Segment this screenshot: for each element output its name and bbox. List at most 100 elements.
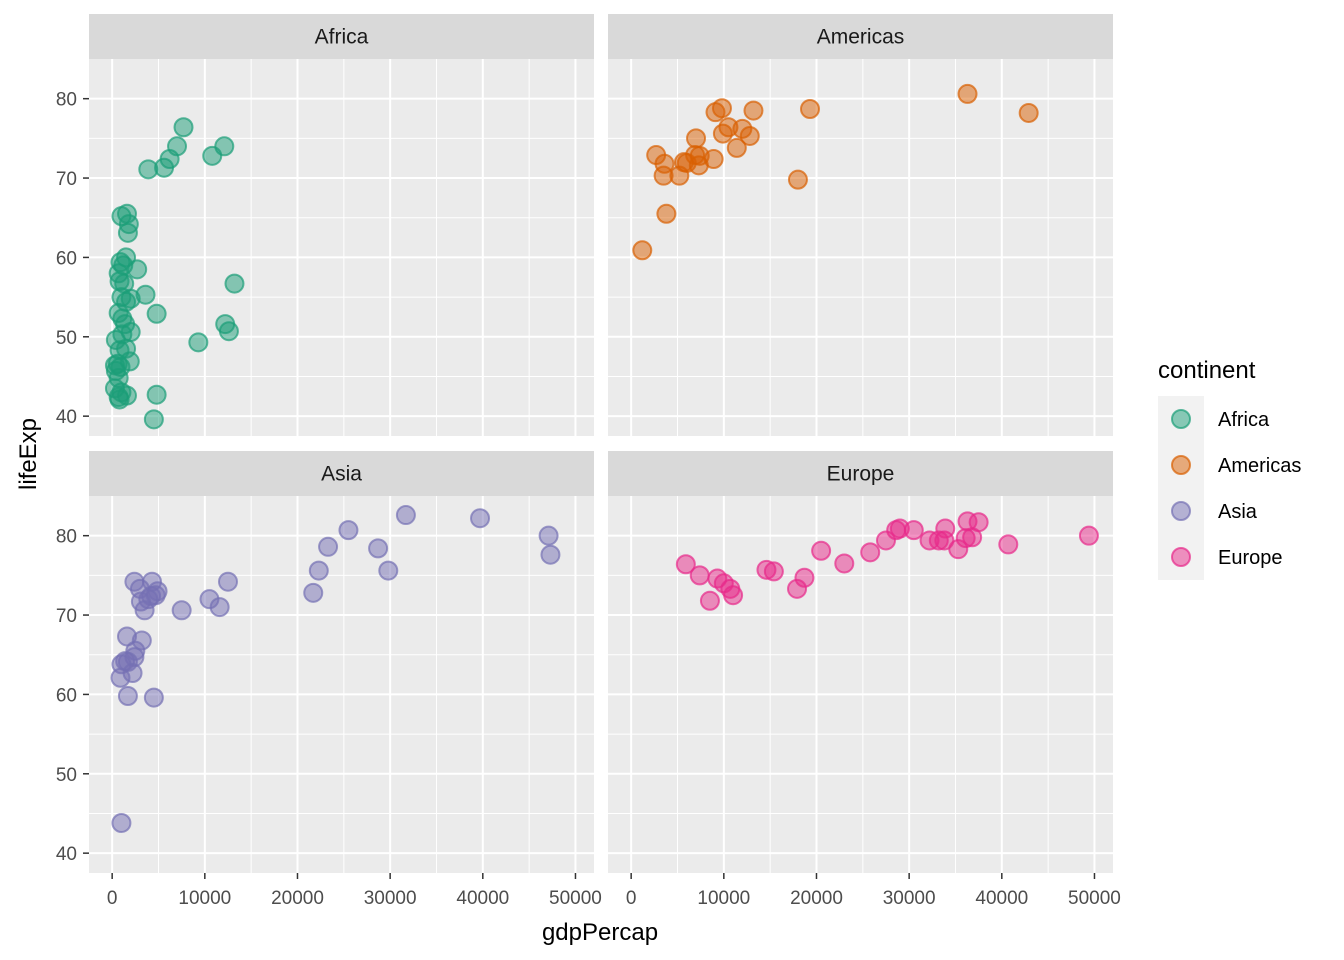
- data-point-asia: [470, 508, 491, 529]
- x-tick-label: 0: [107, 888, 118, 909]
- x-tick-label: 30000: [364, 888, 417, 909]
- data-point-americas: [688, 155, 709, 176]
- x-tick-label: 10000: [697, 888, 750, 909]
- data-point-americas: [787, 169, 808, 190]
- facet-strip-asia: [89, 451, 594, 496]
- data-point-europe: [998, 534, 1019, 555]
- facet-panel-europe: Europe: [608, 451, 1113, 873]
- facet-strip-americas: [608, 14, 1113, 59]
- y-tick-label: 50: [56, 765, 77, 786]
- data-point-africa: [109, 389, 130, 410]
- data-point-europe: [723, 585, 744, 606]
- data-point-asia: [171, 600, 192, 621]
- y-tick-label: 70: [56, 169, 77, 190]
- data-point-asia: [134, 600, 155, 621]
- data-point-africa: [138, 159, 159, 180]
- data-point-europe: [834, 553, 855, 574]
- data-point-europe: [689, 565, 710, 586]
- facet-panel-africa: Africa: [89, 14, 594, 436]
- facet-strip-europe: [608, 451, 1113, 496]
- x-tick-label: 20000: [790, 888, 843, 909]
- panel-background: [89, 59, 594, 436]
- data-point-asia: [111, 812, 132, 833]
- data-point-asia: [318, 536, 339, 557]
- x-tick-label: 0: [626, 888, 637, 909]
- y-tick-label: 40: [56, 844, 77, 865]
- data-point-asia: [143, 687, 164, 708]
- x-tick-label: 50000: [549, 888, 602, 909]
- data-point-asia: [110, 667, 131, 688]
- data-point-africa: [127, 259, 148, 280]
- data-point-africa: [173, 117, 194, 138]
- x-tick-label: 40000: [975, 888, 1028, 909]
- data-point-americas: [800, 99, 820, 120]
- data-point-africa: [146, 384, 167, 405]
- data-point-africa: [143, 409, 164, 430]
- data-point-europe: [860, 542, 881, 563]
- y-tick-label: 60: [56, 685, 77, 706]
- data-point-africa: [117, 222, 138, 243]
- legend-label: Americas: [1218, 455, 1301, 477]
- data-point-americas: [686, 128, 707, 149]
- data-point-asia: [368, 538, 389, 559]
- facet-strip-label: Europe: [827, 463, 895, 486]
- data-point-asia: [308, 560, 329, 581]
- data-point-americas: [1018, 102, 1039, 123]
- data-point-asia: [538, 525, 559, 546]
- legend-label: Asia: [1218, 501, 1258, 523]
- data-point-americas: [739, 125, 760, 146]
- y-tick-label: 50: [56, 328, 77, 349]
- y-tick-label: 60: [56, 248, 77, 269]
- data-point-asia: [378, 560, 399, 581]
- data-point-asia: [303, 582, 324, 603]
- data-point-europe: [763, 561, 784, 582]
- panel-background: [89, 496, 594, 873]
- legend-key-americas: [1171, 455, 1191, 475]
- x-tick-label: 30000: [883, 888, 936, 909]
- data-point-africa: [146, 303, 167, 324]
- facet-panel-asia: Asia: [89, 451, 594, 873]
- facet-panels: Africa Americas Asia Europe: [89, 14, 1113, 873]
- facet-panel-americas: Americas: [608, 14, 1113, 436]
- data-point-europe: [903, 520, 924, 541]
- legend-label: Europe: [1218, 547, 1283, 569]
- data-point-americas: [669, 165, 690, 186]
- data-point-africa: [214, 136, 235, 157]
- data-point-americas: [632, 240, 653, 261]
- data-point-americas: [705, 102, 726, 123]
- data-point-africa: [218, 321, 239, 342]
- facet-strip-label: Americas: [817, 26, 905, 49]
- x-axis-title: gdpPercap: [542, 919, 658, 946]
- data-point-africa: [224, 273, 245, 294]
- facet-strip-label: Africa: [315, 26, 369, 49]
- data-point-americas: [743, 100, 764, 121]
- x-tick-label: 50000: [1068, 888, 1121, 909]
- data-point-europe: [1078, 525, 1099, 546]
- data-point-africa: [188, 332, 209, 353]
- axes: 40 50 60 70 80 40 50 60 70 80 0 10000 20000 30000 4000…: [56, 90, 1121, 909]
- data-point-europe: [962, 527, 983, 548]
- y-tick-label: 80: [56, 90, 77, 111]
- legend-key-europe: [1171, 547, 1191, 567]
- y-tick-label: 80: [56, 527, 77, 548]
- data-point-asia: [117, 686, 138, 707]
- data-point-europe: [787, 578, 808, 599]
- data-point-asia: [395, 505, 416, 526]
- data-point-europe: [699, 590, 720, 611]
- data-point-americas: [656, 203, 677, 224]
- data-point-asia: [540, 544, 561, 565]
- y-axis-title: lifeExp: [15, 418, 42, 490]
- data-point-asia: [209, 597, 230, 618]
- facet-strip-label: Asia: [321, 463, 362, 486]
- y-tick-label: 70: [56, 606, 77, 627]
- data-point-asia: [217, 571, 238, 592]
- data-point-europe: [675, 554, 696, 575]
- data-point-americas: [712, 123, 733, 144]
- data-point-americas: [726, 137, 747, 158]
- facet-strip-africa: [89, 14, 594, 59]
- data-point-europe: [875, 530, 896, 551]
- x-tick-label: 40000: [456, 888, 509, 909]
- legend-key-asia: [1171, 501, 1191, 521]
- data-point-europe: [948, 539, 969, 560]
